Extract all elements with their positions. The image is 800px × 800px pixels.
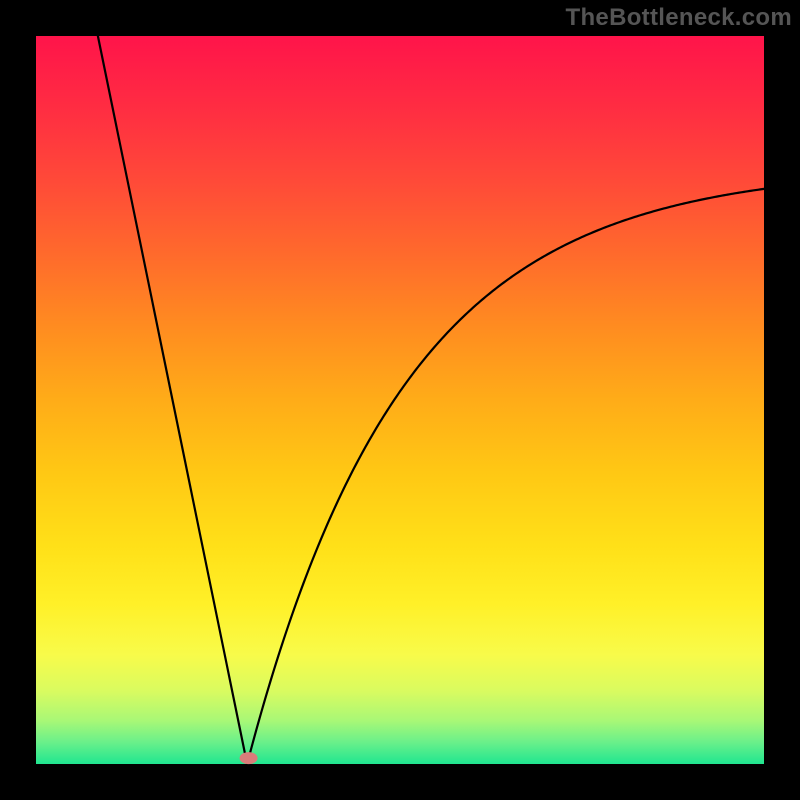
watermark-text: TheBottleneck.com [566,4,792,32]
chart-container: TheBottleneck.com [0,0,800,800]
bottleneck-chart [0,0,800,800]
plot-background [36,36,764,764]
notch-marker [240,752,258,764]
